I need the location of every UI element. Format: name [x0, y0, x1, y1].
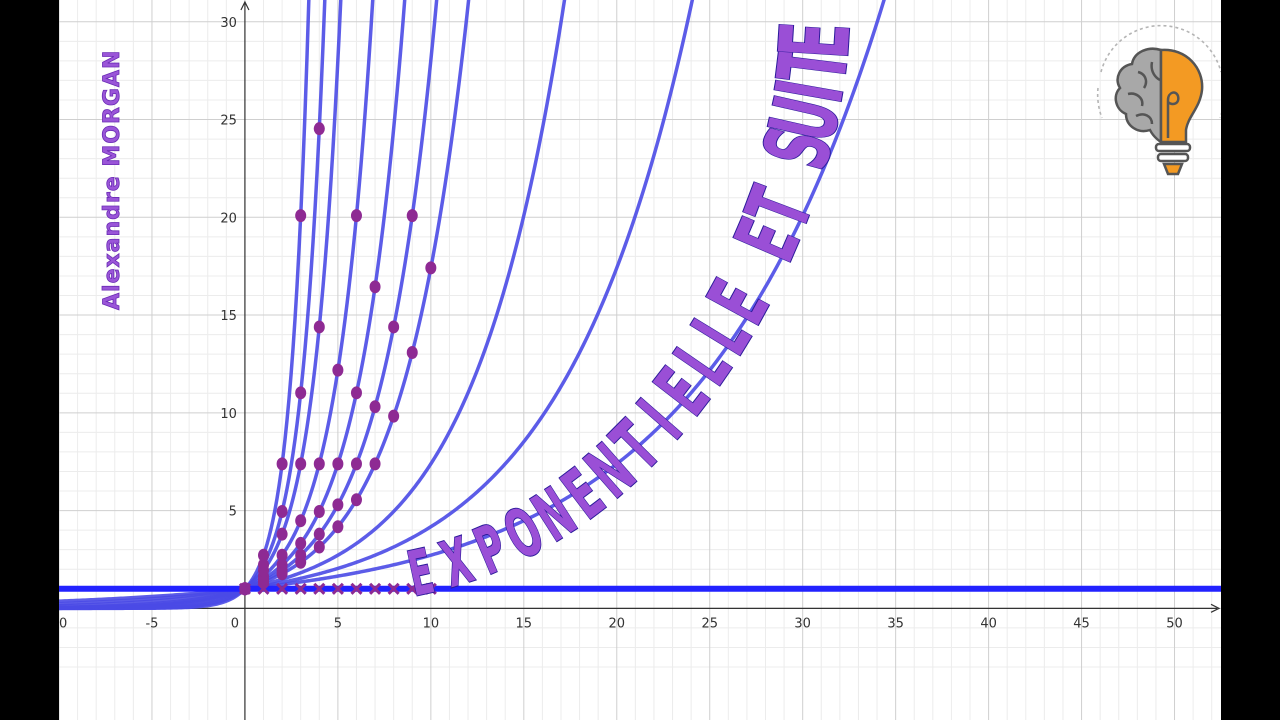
y-tick-label: 25	[220, 114, 237, 129]
title-letter: E	[402, 536, 440, 611]
y-tick-label: 15	[220, 309, 237, 324]
sequence-point	[388, 409, 400, 423]
x-tick-label: 10	[423, 616, 440, 631]
x-tick-label: 30	[794, 616, 811, 631]
brain-lightbulb-icon	[1096, 24, 1221, 176]
cross-marker	[387, 582, 400, 595]
cross-marker	[313, 582, 326, 595]
cross-marker	[331, 582, 344, 595]
sequence-point	[369, 280, 381, 294]
sequence-point	[295, 555, 307, 569]
sequence-point	[258, 548, 270, 562]
author-name: Alexandre MORGAN	[100, 50, 125, 310]
sequence-point	[369, 457, 381, 471]
title-letter: E	[759, 19, 873, 62]
sequence-point	[350, 386, 362, 400]
tick-labels: 10 -5 0 5 10 15 20 25 30 35 40 45 50 5 10 15 20 25 30	[59, 16, 1183, 632]
curve-line	[59, 0, 886, 603]
y-tick-label: 30	[220, 16, 237, 31]
sequence-point	[332, 520, 344, 534]
y-axis-arrow	[240, 0, 250, 11]
sequence-point	[350, 493, 362, 507]
x-tick-label: 20	[608, 616, 625, 631]
sequence-point	[295, 386, 307, 400]
x-tick-label: 5	[334, 616, 342, 631]
sequence-point	[350, 209, 362, 223]
cross-marker	[257, 582, 270, 595]
curve-line	[59, 0, 695, 606]
cross-marker	[276, 582, 289, 595]
x-tick-label: 45	[1073, 616, 1090, 631]
x-tick-label: 35	[887, 616, 904, 631]
sequence-point	[276, 505, 288, 519]
sequence-point	[276, 457, 288, 471]
sequence-point	[388, 320, 400, 334]
sequence-point	[295, 457, 307, 471]
y-tick-label: 5	[229, 505, 237, 520]
exponential-chart: 10 -5 0 5 10 15 20 25 30 35 40 45 50 5 10 15 20 25 30 Alex…	[59, 0, 1221, 720]
graph-frame: 10 -5 0 5 10 15 20 25 30 35 40 45 50 5 10 15 20 25 30 Alex…	[59, 0, 1221, 720]
sequence-point	[332, 363, 344, 377]
x-tick-label: 10	[59, 616, 67, 631]
grid-minor	[59, 0, 1221, 720]
cross-marker	[350, 582, 363, 595]
x-tick-label: -5	[145, 616, 158, 631]
x-tick-label: 25	[701, 616, 718, 631]
x-tick-label: 15	[516, 616, 533, 631]
x-tick-label: 0	[231, 616, 239, 631]
axes	[59, 0, 1221, 720]
x-axis-arrow	[1210, 603, 1221, 613]
cross-marker	[238, 582, 251, 595]
grid-major	[59, 0, 1221, 720]
sequence-point	[276, 527, 288, 541]
sequence-point	[313, 540, 325, 554]
sequence-point	[406, 346, 418, 360]
cross-marker	[294, 582, 307, 595]
sequence-point	[295, 536, 307, 550]
sequence-point	[295, 209, 307, 223]
exponential-curves	[59, 0, 886, 611]
sequence-point	[406, 209, 418, 223]
cross-marker	[406, 582, 419, 595]
sequence-point	[425, 261, 437, 275]
y-tick-label: 20	[220, 211, 237, 226]
x-tick-label: 40	[980, 616, 997, 631]
sequence-point	[295, 514, 307, 528]
sequence-point	[313, 122, 325, 136]
cross-markers	[238, 582, 437, 595]
sequence-point	[276, 567, 288, 581]
cross-marker	[369, 582, 382, 595]
curve-line	[59, 0, 567, 608]
sequence-point	[332, 457, 344, 471]
sequence-point	[276, 548, 288, 562]
cross-marker	[424, 582, 437, 595]
x-tick-label: 50	[1166, 616, 1183, 631]
y-tick-label: 10	[220, 407, 237, 422]
sequence-point	[313, 457, 325, 471]
sequence-point	[332, 498, 344, 512]
sequence-point	[350, 457, 362, 471]
sequence-point	[369, 400, 381, 414]
sequence-point	[313, 505, 325, 519]
sequence-point	[313, 527, 325, 541]
curve-line	[59, 0, 311, 611]
sequence-point	[313, 320, 325, 334]
